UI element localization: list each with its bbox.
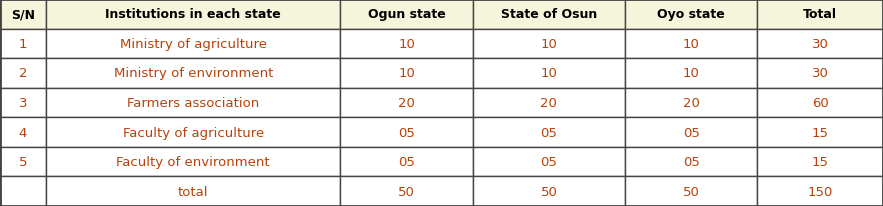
Text: Institutions in each state: Institutions in each state [105,8,281,21]
Text: 50: 50 [683,185,699,198]
Bar [473,177,625,206]
Bar [758,147,883,177]
Bar [473,88,625,118]
Text: Ministry of agriculture: Ministry of agriculture [120,38,267,51]
Text: Faculty of environment: Faculty of environment [117,155,270,168]
Bar [758,0,883,29]
Text: Ogun state: Ogun state [368,8,446,21]
Bar [625,59,758,88]
Bar [46,59,341,88]
Bar [625,0,758,29]
Bar [46,29,341,59]
Text: 60: 60 [811,97,828,109]
Bar [341,118,473,147]
Text: 150: 150 [808,185,833,198]
Bar [341,0,473,29]
Bar [625,118,758,147]
Bar [625,177,758,206]
Bar [758,88,883,118]
Bar [0,88,46,118]
Text: 2: 2 [19,67,27,80]
Text: 05: 05 [683,155,699,168]
Text: 30: 30 [811,67,828,80]
Bar [341,177,473,206]
Bar [625,88,758,118]
Text: 3: 3 [19,97,27,109]
Text: 20: 20 [540,97,557,109]
Text: 05: 05 [540,155,557,168]
Text: 05: 05 [398,126,415,139]
Bar [473,59,625,88]
Bar [758,118,883,147]
Bar [473,29,625,59]
Text: 05: 05 [683,126,699,139]
Text: Farmers association: Farmers association [127,97,260,109]
Bar [0,59,46,88]
Bar [473,0,625,29]
Text: 4: 4 [19,126,27,139]
Text: 15: 15 [811,126,829,139]
Text: 10: 10 [683,38,699,51]
Text: S/N: S/N [11,8,35,21]
Text: 20: 20 [398,97,415,109]
Bar [0,0,46,29]
Text: 50: 50 [398,185,415,198]
Bar [341,88,473,118]
Bar [46,0,341,29]
Text: 10: 10 [398,38,415,51]
Text: Ministry of environment: Ministry of environment [114,67,273,80]
Bar [473,118,625,147]
Bar [46,118,341,147]
Bar [758,29,883,59]
Bar [0,29,46,59]
Text: 05: 05 [540,126,557,139]
Bar [0,177,46,206]
Text: Faculty of agriculture: Faculty of agriculture [123,126,264,139]
Bar [341,29,473,59]
Bar [758,59,883,88]
Bar [341,59,473,88]
Text: State of Osun: State of Osun [501,8,597,21]
Text: 5: 5 [19,155,27,168]
Bar [46,177,341,206]
Bar [0,147,46,177]
Text: 10: 10 [683,67,699,80]
Bar [0,118,46,147]
Bar [46,147,341,177]
Text: total: total [178,185,208,198]
Text: 20: 20 [683,97,699,109]
Text: Oyo state: Oyo state [657,8,725,21]
Text: 10: 10 [540,38,557,51]
Bar [625,147,758,177]
Text: 10: 10 [540,67,557,80]
Bar [473,147,625,177]
Bar [758,177,883,206]
Bar [625,29,758,59]
Text: 15: 15 [811,155,829,168]
Bar [341,147,473,177]
Text: 10: 10 [398,67,415,80]
Bar [46,88,341,118]
Text: Total: Total [804,8,837,21]
Text: 50: 50 [540,185,557,198]
Text: 1: 1 [19,38,27,51]
Text: 30: 30 [811,38,828,51]
Text: 05: 05 [398,155,415,168]
